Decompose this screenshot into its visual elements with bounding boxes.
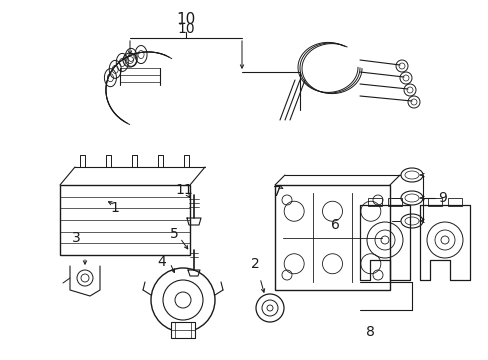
Bar xyxy=(387,198,401,206)
Text: 9: 9 xyxy=(437,191,446,205)
Circle shape xyxy=(256,294,284,322)
Text: 2: 2 xyxy=(250,257,259,271)
Bar xyxy=(171,322,195,338)
Text: 7: 7 xyxy=(272,185,281,199)
Text: 4: 4 xyxy=(157,255,166,269)
Text: 8: 8 xyxy=(365,325,374,339)
Circle shape xyxy=(151,268,215,332)
Text: 10: 10 xyxy=(177,22,194,36)
Text: 5: 5 xyxy=(169,227,178,241)
Text: 10: 10 xyxy=(176,12,195,27)
Bar xyxy=(274,185,389,290)
Bar xyxy=(447,198,461,206)
Text: 3: 3 xyxy=(71,231,80,245)
Text: 6: 6 xyxy=(330,218,339,232)
Text: 1: 1 xyxy=(110,201,119,215)
Text: 11: 11 xyxy=(175,183,192,197)
Bar xyxy=(60,185,190,255)
Bar xyxy=(427,198,441,206)
Bar xyxy=(367,198,381,206)
